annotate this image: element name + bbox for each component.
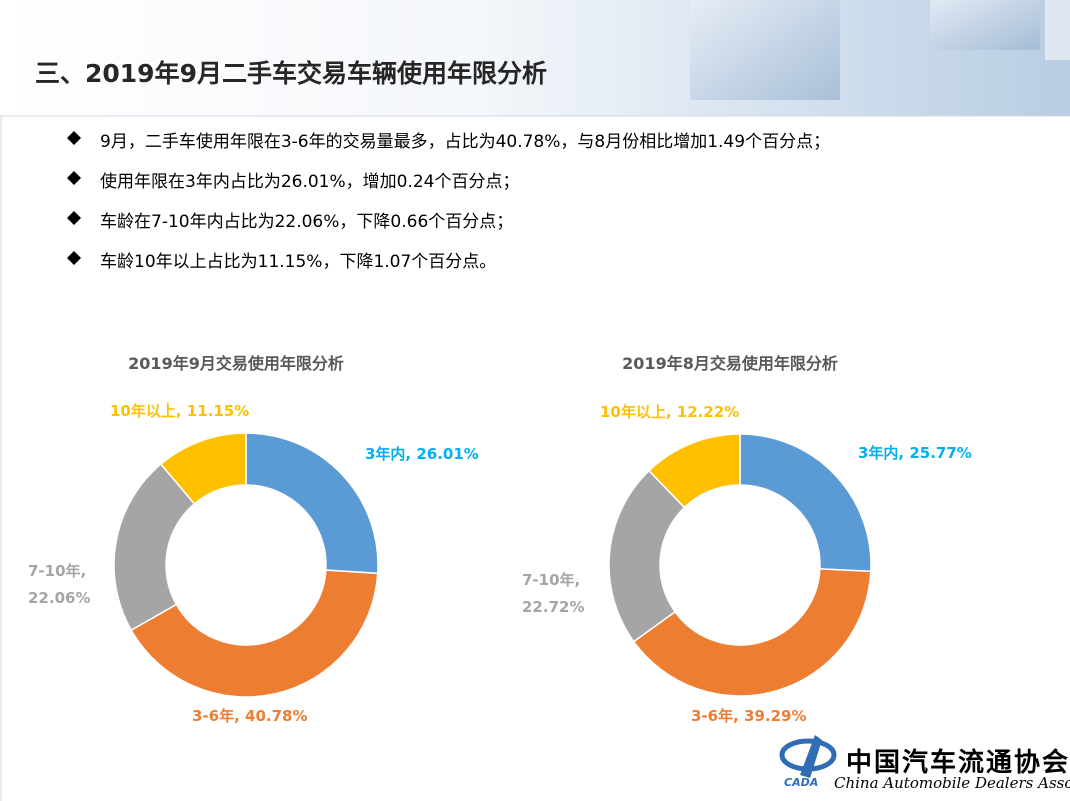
data-label: 3-6年, 39.29% — [691, 707, 807, 725]
header-cube — [690, 0, 840, 100]
chart-title: 2019年9月交易使用年限分析 — [128, 354, 344, 373]
donut-segment — [130, 569, 379, 698]
data-label: 7-10年, 22.72% — [522, 571, 585, 616]
bullet-text: 9月，二手车使用年限在3-6年的交易量最多，占比为40.78%，与8月份相比增加… — [100, 132, 831, 152]
data-label: 3年内, 25.77% — [858, 444, 972, 462]
logo-mark — [779, 735, 837, 778]
data-label: 10年以上, 11.15% — [110, 402, 250, 420]
donut-segment — [739, 433, 872, 573]
donut-segment — [245, 432, 379, 575]
bullet-text: 使用年限在3年内占比为26.01%，增加0.24个百分点； — [100, 172, 520, 192]
data-label: 10年以上, 12.22% — [600, 403, 740, 421]
data-label: 7-10年, 22.06% — [28, 562, 91, 607]
data-label: 3-6年, 40.78% — [192, 707, 308, 725]
donut-segment — [632, 568, 872, 697]
bullet-text: 车龄在7-10年内占比为22.06%，下降0.66个百分点； — [100, 212, 514, 232]
header-cube — [930, 0, 1040, 50]
donut-segment — [647, 433, 741, 509]
logo-english: China Automobile Dealers Association — [834, 774, 1070, 792]
donut-segment — [113, 463, 196, 632]
bullet-text: 车龄10年以上占比为11.15%，下降1.07个百分点。 — [100, 252, 497, 272]
bullet-icons — [67, 131, 81, 265]
logo-abbr: CADA — [784, 776, 819, 789]
data-label: 3年内, 26.01% — [365, 445, 479, 463]
slide-title: 三、2019年9月二手车交易车辆使用年限分析 — [35, 59, 547, 88]
donut-segment — [159, 432, 247, 505]
header-cube — [1045, 0, 1070, 60]
logo-name: 中国汽车流通协会 — [846, 748, 1070, 778]
header-band — [0, 0, 1070, 116]
chart-title: 2019年8月交易使用年限分析 — [622, 354, 838, 373]
